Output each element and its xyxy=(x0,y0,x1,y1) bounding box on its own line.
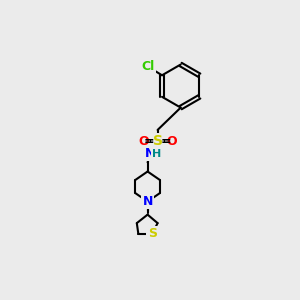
Text: N: N xyxy=(145,146,155,160)
Text: S: S xyxy=(148,227,157,240)
Text: O: O xyxy=(138,135,149,148)
Text: H: H xyxy=(152,149,161,159)
Text: N: N xyxy=(142,195,153,208)
Text: =: = xyxy=(144,135,154,148)
Text: =: = xyxy=(161,135,171,148)
Text: O: O xyxy=(166,135,177,148)
Text: Cl: Cl xyxy=(142,59,155,73)
Text: S: S xyxy=(153,134,163,148)
